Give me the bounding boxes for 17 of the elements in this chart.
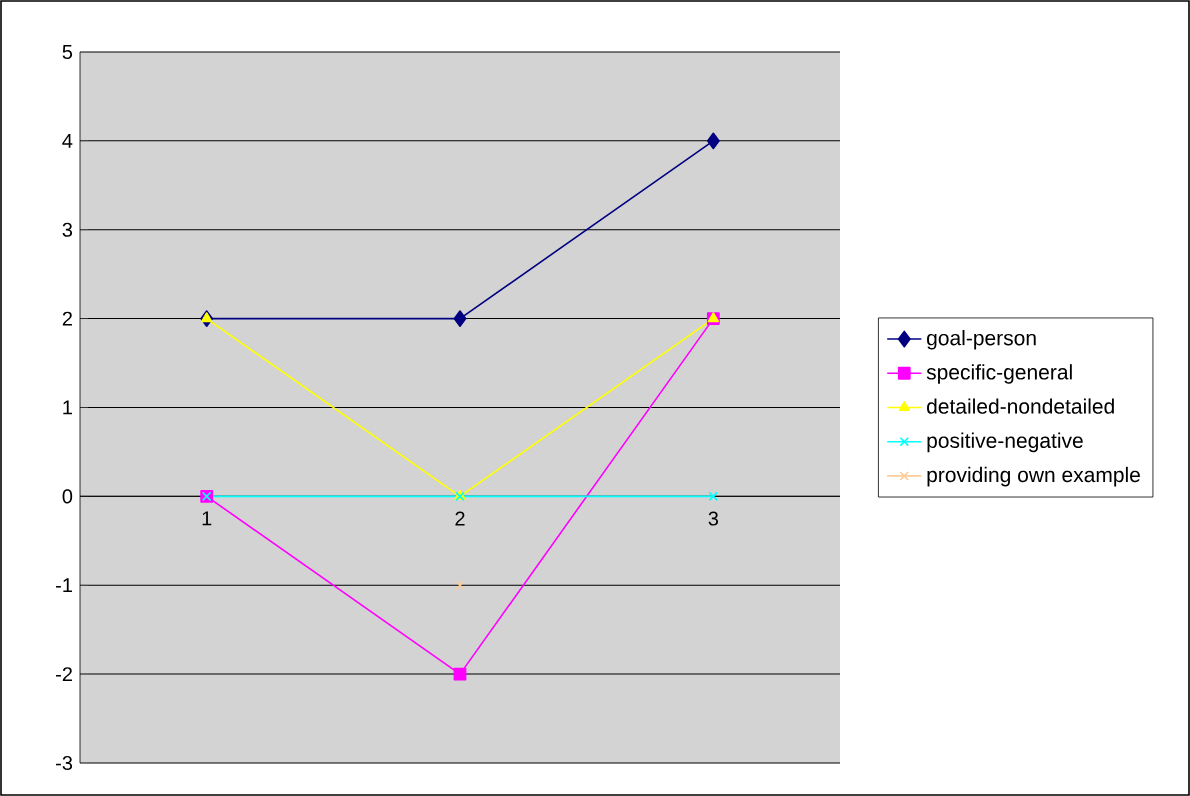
x-tick-label: 1 (202, 511, 212, 526)
y-tick-label: 2 (62, 311, 72, 326)
y-tick-label: 1 (63, 400, 72, 415)
legend-label: positive-negative (927, 432, 1083, 453)
y-tick-label: 4 (62, 133, 73, 148)
y-tick-label: -2 (56, 667, 72, 682)
legend-label: goal-person (927, 329, 1036, 350)
x-tick-label: 3 (708, 511, 719, 526)
y-tick-label: -3 (56, 755, 73, 771)
y-tick-label: 0 (62, 489, 73, 504)
legend-label: detailed-nondetailed (927, 398, 1114, 414)
y-tick-label: 5 (62, 45, 73, 59)
x-tick-label: 2 (455, 511, 465, 526)
legend-label: providing own example (927, 466, 1140, 487)
y-tick-label: 3 (62, 222, 73, 237)
y-tick-label: -1 (56, 578, 72, 593)
legend-label: specific-general (926, 364, 1072, 384)
